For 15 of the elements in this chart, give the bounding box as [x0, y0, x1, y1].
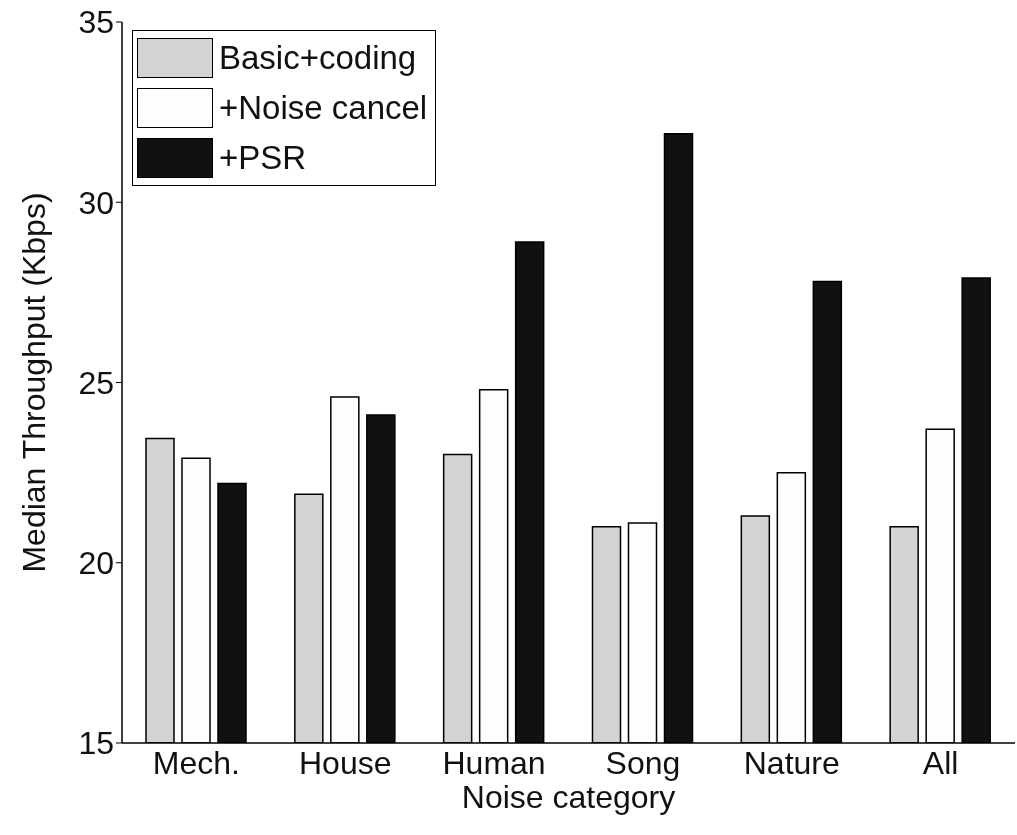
y-tick-label: 30	[78, 184, 114, 221]
legend-label: +PSR	[219, 139, 307, 177]
y-axis-title: Median Throughput (Kbps)	[16, 192, 53, 573]
y-tick-label: 25	[78, 364, 114, 401]
legend-label: Basic+coding	[219, 39, 417, 77]
x-tick-label: House	[299, 744, 392, 781]
legend-label: +Noise cancel	[219, 89, 428, 127]
x-tick-label: Nature	[743, 744, 840, 781]
y-tick-label: 20	[78, 545, 114, 582]
x-tick-label: Human	[442, 744, 546, 781]
x-tick-label: Mech.	[152, 744, 240, 781]
x-tick-label: Song	[605, 744, 681, 781]
y-tick-label: 15	[78, 725, 114, 762]
y-tick-label: 35	[78, 4, 114, 41]
x-tick-label: All	[922, 744, 959, 781]
